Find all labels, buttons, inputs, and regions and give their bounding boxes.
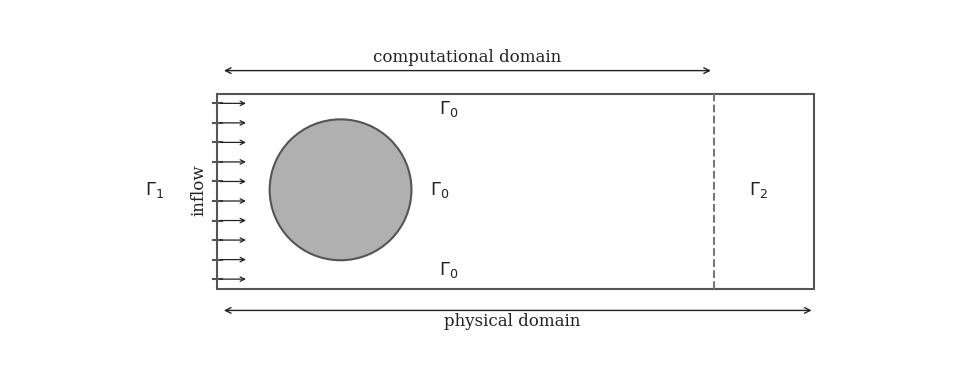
Text: $\Gamma_1$: $\Gamma_1$	[145, 180, 165, 200]
Ellipse shape	[270, 119, 411, 260]
Text: $\Gamma_0$: $\Gamma_0$	[430, 180, 450, 200]
Text: $\Gamma_0$: $\Gamma_0$	[439, 260, 458, 280]
Text: $\Gamma_2$: $\Gamma_2$	[749, 180, 768, 200]
Bar	[218, 94, 815, 289]
Text: inflow: inflow	[191, 164, 207, 216]
Text: $\Gamma_0$: $\Gamma_0$	[439, 99, 458, 119]
Text: computational domain: computational domain	[374, 49, 561, 66]
Text: physical domain: physical domain	[444, 313, 581, 330]
